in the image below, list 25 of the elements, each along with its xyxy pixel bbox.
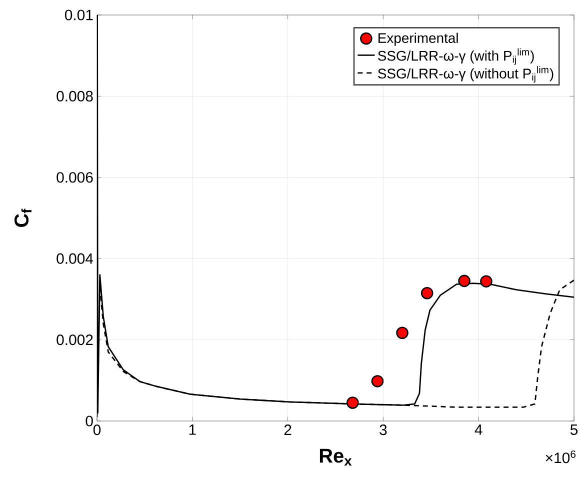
y-axis-title: C$_{f}$ [14,208,32,227]
x-tick-label: 1 [189,424,196,435]
x-tick-label: 0 [93,424,101,436]
x-axis-title: Re$_{x}$ [320,448,352,466]
text: ×10$^{6}$ [546,450,576,464]
x-tick-label: 4 [474,424,482,435]
y-tick-label: 0.004 [56,253,94,264]
x-tick-label: 5 [570,424,578,435]
y-tick-label: 0.002 [56,334,93,346]
y-tick-label: 0.01 [64,10,93,20]
legend-label: SSG/LRR-ω-γ (with P$_{ij}$$^{lim}$) [378,48,534,65]
x-tick-label: 3 [380,424,387,436]
x-tick-label: 2 [284,424,292,435]
point [480,275,492,288]
point [458,274,470,288]
y-tick-label: 0 [86,416,93,426]
point [420,286,434,300]
legend-label: Experimental [378,32,458,46]
y-tick-label: 0.006 [56,172,93,183]
point [396,326,408,340]
line-series [97,14,574,418]
legend-label: SSG/LRR-ω-γ (without P$_{ij}$$^{lim}$) [378,66,554,83]
point [346,396,359,409]
point [371,375,384,388]
y-tick-label: 0.008 [56,90,93,102]
